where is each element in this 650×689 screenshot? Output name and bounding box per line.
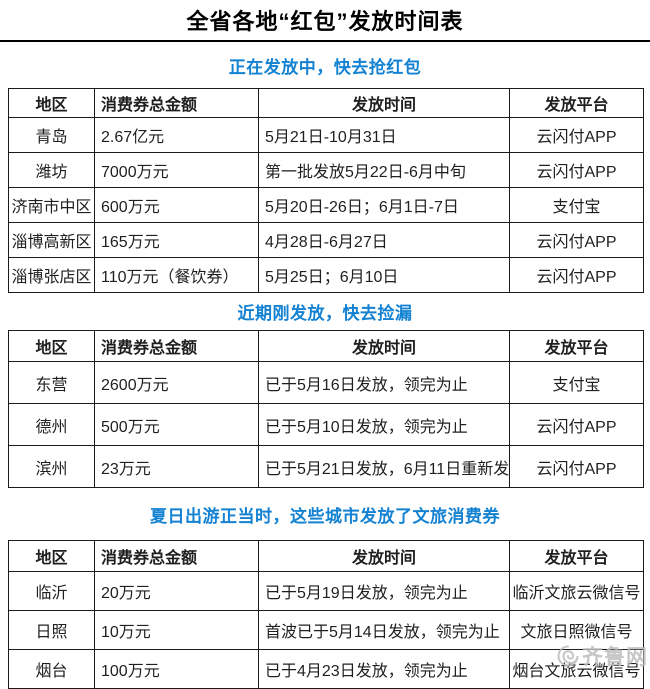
table-row: 淄博高新区 165万元 4月28日-6月27日 云闪付APP [8, 222, 644, 258]
cell-region: 滨州 [8, 445, 95, 488]
cell-time: 4月28日-6月27日 [258, 222, 510, 258]
table-row: 滨州 23万元 已于5月21日发放，6月11日重新发 云闪付APP [8, 445, 644, 488]
section-header-currently-distributing: 正在发放中，快去抢红包 [228, 57, 422, 77]
cell-amount: 165万元 [94, 222, 259, 258]
cell-amount: 20万元 [94, 571, 259, 611]
cell-time: 已于5月16日发放，领完为止 [258, 361, 510, 404]
section-recently-distributed: 近期刚发放，快去捡漏 地区 消费券总金额 发放时间 发放平台 东营 2600万元… [0, 293, 650, 488]
cell-platform: 烟台文旅云微信号 [509, 649, 644, 689]
cell-amount: 500万元 [94, 403, 259, 446]
cell-region: 潍坊 [8, 152, 95, 188]
cell-time: 5月21日-10月31日 [258, 117, 510, 153]
cell-platform: 云闪付APP [509, 152, 644, 188]
table-tourism-vouchers: 地区 消费券总金额 发放时间 发放平台 临沂 20万元 已于5月19日发放，领完… [8, 540, 644, 689]
cell-region: 淄博张店区 [8, 257, 95, 293]
table-header-row: 地区 消费券总金额 发放时间 发放平台 [8, 88, 644, 118]
cell-platform: 云闪付APP [509, 222, 644, 258]
cell-region: 东营 [8, 361, 95, 404]
column-header-platform: 发放平台 [509, 88, 644, 118]
cell-region: 烟台 [8, 649, 95, 689]
cell-time: 首波已于5月14日发放，领完为止 [258, 610, 510, 650]
column-header-region: 地区 [8, 330, 95, 362]
cell-region: 德州 [8, 403, 95, 446]
page-header: 全省各地“红包”发放时间表 [0, 0, 650, 42]
cell-amount: 10万元 [94, 610, 259, 650]
table-row: 青岛 2.67亿元 5月21日-10月31日 云闪付APP [8, 117, 644, 153]
cell-time: 已于5月21日发放，6月11日重新发 [258, 445, 510, 488]
table-row: 日照 10万元 首波已于5月14日发放，领完为止 文旅日照微信号 [8, 610, 644, 650]
cell-region: 青岛 [8, 117, 95, 153]
table-header-row: 地区 消费券总金额 发放时间 发放平台 [8, 330, 644, 362]
page-title: 全省各地“红包”发放时间表 [186, 9, 464, 34]
cell-time: 5月20日-26日；6月1日-7日 [258, 187, 510, 223]
cell-time: 已于5月19日发放，领完为止 [258, 571, 510, 611]
cell-amount: 600万元 [94, 187, 259, 223]
column-header-time: 发放时间 [258, 540, 510, 572]
cell-platform: 云闪付APP [509, 257, 644, 293]
cell-region: 淄博高新区 [8, 222, 95, 258]
cell-region: 济南市中区 [8, 187, 95, 223]
cell-platform: 云闪付APP [509, 445, 644, 488]
column-header-amount: 消费券总金额 [94, 330, 259, 362]
table-row: 烟台 100万元 已于4月23日发放，领完为止 烟台文旅云微信号 [8, 649, 644, 689]
cell-platform: 文旅日照微信号 [509, 610, 644, 650]
cell-platform: 支付宝 [509, 187, 644, 223]
cell-amount: 7000万元 [94, 152, 259, 188]
cell-platform: 临沂文旅云微信号 [509, 571, 644, 611]
table-row: 临沂 20万元 已于5月19日发放，领完为止 临沂文旅云微信号 [8, 571, 644, 611]
cell-amount: 2.67亿元 [94, 117, 259, 153]
column-header-amount: 消费券总金额 [94, 88, 259, 118]
cell-amount: 23万元 [94, 445, 259, 488]
column-header-time: 发放时间 [258, 88, 510, 118]
cell-platform: 支付宝 [509, 361, 644, 404]
cell-platform: 云闪付APP [509, 403, 644, 446]
cell-time: 已于5月10日发放，领完为止 [258, 403, 510, 446]
table-row: 东营 2600万元 已于5月16日发放，领完为止 支付宝 [8, 361, 644, 404]
cell-region: 日照 [8, 610, 95, 650]
table-header-row: 地区 消费券总金额 发放时间 发放平台 [8, 540, 644, 572]
cell-amount: 100万元 [94, 649, 259, 689]
table-row: 济南市中区 600万元 5月20日-26日；6月1日-7日 支付宝 [8, 187, 644, 223]
section-currently-distributing: 正在发放中，快去抢红包 地区 消费券总金额 发放时间 发放平台 青岛 2.67亿… [0, 42, 650, 293]
column-header-platform: 发放平台 [509, 540, 644, 572]
cell-amount: 2600万元 [94, 361, 259, 404]
column-header-platform: 发放平台 [509, 330, 644, 362]
cell-time: 已于4月23日发放，领完为止 [258, 649, 510, 689]
cell-amount: 110万元（餐饮券） [94, 257, 259, 293]
cell-time: 第一批发放5月22日-6月中旬 [258, 152, 510, 188]
table-row: 淄博张店区 110万元（餐饮券） 5月25日；6月10日 云闪付APP [8, 257, 644, 293]
cell-time: 5月25日；6月10日 [258, 257, 510, 293]
section-header-tourism-vouchers: 夏日出游正当时，这些城市发放了文旅消费券 [150, 506, 500, 526]
cell-region: 临沂 [8, 571, 95, 611]
section-tourism-vouchers: 夏日出游正当时，这些城市发放了文旅消费券 地区 消费券总金额 发放时间 发放平台… [0, 488, 650, 689]
table-currently-distributing: 地区 消费券总金额 发放时间 发放平台 青岛 2.67亿元 5月21日-10月3… [8, 88, 644, 293]
section-header-recently-distributed: 近期刚发放，快去捡漏 [237, 304, 413, 323]
table-recently-distributed: 地区 消费券总金额 发放时间 发放平台 东营 2600万元 已于5月16日发放，… [8, 330, 644, 488]
column-header-amount: 消费券总金额 [94, 540, 259, 572]
cell-platform: 云闪付APP [509, 117, 644, 153]
column-header-time: 发放时间 [258, 330, 510, 362]
column-header-region: 地区 [8, 540, 95, 572]
table-row: 潍坊 7000万元 第一批发放5月22日-6月中旬 云闪付APP [8, 152, 644, 188]
table-row: 德州 500万元 已于5月10日发放，领完为止 云闪付APP [8, 403, 644, 446]
column-header-region: 地区 [8, 88, 95, 118]
